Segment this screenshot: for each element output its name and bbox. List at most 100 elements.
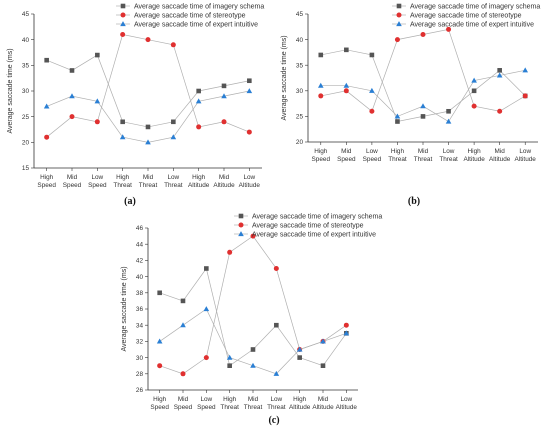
y-tick-label: 26: [136, 387, 144, 394]
triangle-marker: [145, 139, 151, 145]
legend-label: Average saccade time of stereotype: [410, 12, 522, 19]
x-tick-label: Threat: [414, 156, 433, 163]
y-axis-label: Average saccade time (ms): [7, 48, 14, 133]
chart-c: 2628303234363840424446HighSpeedMidSpeedL…: [121, 213, 382, 426]
triangle-marker: [496, 72, 503, 78]
x-tick-label: Altitude: [289, 404, 311, 411]
y-tick-label: 30: [296, 88, 304, 95]
square-marker: [420, 114, 426, 119]
triangle-marker: [120, 21, 126, 27]
legend-label: Average saccade time of imagery schema: [252, 213, 382, 220]
x-tick-label: Altitude: [213, 182, 235, 189]
triangle-marker: [343, 82, 350, 88]
circle-marker: [343, 322, 349, 328]
triangle-marker: [296, 346, 303, 352]
series-line: [46, 34, 250, 138]
x-tick-label: Low: [200, 396, 212, 403]
x-tick-label: Mid: [495, 148, 506, 155]
triangle-marker: [445, 118, 452, 124]
y-tick-label: 35: [22, 63, 30, 70]
panel-label: (b): [408, 196, 420, 207]
legend-label: Average saccade time of stereotype: [252, 222, 364, 229]
x-tick-label: Speed: [312, 156, 331, 163]
y-tick-label: 20: [22, 140, 30, 147]
triangle-marker: [250, 362, 256, 368]
circle-marker: [471, 103, 477, 109]
circle-marker: [522, 93, 528, 99]
circle-marker: [343, 88, 349, 94]
y-tick-label: 42: [136, 258, 144, 265]
square-marker: [274, 322, 279, 328]
y-tick-label: 30: [136, 355, 144, 362]
x-tick-label: Altitude: [515, 156, 537, 163]
y-tick-label: 20: [296, 139, 304, 146]
square-marker: [446, 108, 451, 114]
triangle-marker: [94, 98, 101, 104]
x-tick-label: High: [314, 148, 328, 155]
x-tick-label: Speed: [197, 404, 216, 411]
square-marker: [120, 119, 125, 125]
square-marker: [227, 363, 232, 368]
circle-marker: [120, 12, 126, 18]
x-tick-label: Threat: [113, 182, 132, 189]
square-marker: [171, 119, 176, 125]
triangle-marker: [195, 98, 202, 104]
x-tick-label: Threat: [164, 182, 183, 189]
triangle-marker: [170, 134, 177, 140]
x-tick-label: Altitude: [463, 156, 485, 163]
x-tick-label: Altitude: [188, 182, 210, 189]
square-marker: [238, 213, 244, 219]
circle-marker: [246, 129, 252, 135]
x-tick-label: High: [40, 174, 54, 181]
x-tick-label: Altitude: [489, 156, 511, 163]
y-tick-label: 30: [22, 88, 30, 95]
y-tick-label: 35: [296, 62, 304, 69]
triangle-marker: [69, 93, 75, 99]
y-tick-label: 44: [136, 241, 144, 248]
y-tick-label: 46: [136, 225, 144, 232]
triangle-marker: [221, 93, 227, 99]
triangle-marker: [156, 338, 163, 344]
x-tick-label: Low: [270, 396, 282, 403]
y-tick-label: 25: [22, 114, 30, 121]
circle-marker: [273, 266, 279, 271]
square-marker: [247, 78, 252, 84]
y-tick-label: 40: [296, 37, 304, 44]
panel-label: (c): [268, 415, 279, 426]
y-tick-label: 45: [296, 11, 304, 18]
square-marker: [344, 47, 349, 53]
circle-marker: [497, 108, 503, 114]
square-marker: [320, 363, 326, 368]
triangle-marker: [226, 354, 233, 360]
square-marker: [204, 266, 209, 271]
square-marker: [395, 119, 400, 124]
circle-marker: [420, 31, 426, 37]
triangle-marker: [119, 134, 126, 140]
series-line: [46, 90, 250, 143]
square-marker: [157, 290, 162, 296]
chart-b: 202530354045HighSpeedMidSpeedLowSpeedHig…: [281, 3, 540, 207]
y-tick-label: 25: [296, 114, 304, 121]
x-tick-label: Speed: [337, 156, 356, 163]
circle-marker: [196, 124, 202, 130]
circle-marker: [394, 37, 400, 43]
circle-marker: [145, 37, 151, 43]
y-tick-label: 40: [136, 274, 144, 281]
x-tick-label: High: [153, 396, 167, 403]
y-tick-label: 32: [136, 339, 144, 346]
x-tick-label: Low: [167, 174, 179, 181]
x-tick-label: High: [468, 148, 482, 155]
circle-marker: [180, 371, 186, 377]
x-tick-label: Low: [443, 148, 455, 155]
y-axis-label: Average saccade time (ms): [121, 266, 128, 351]
triangle-marker: [317, 82, 324, 88]
y-tick-label: 15: [22, 165, 30, 172]
x-tick-label: Mid: [178, 396, 189, 403]
x-tick-label: Threat: [267, 404, 286, 411]
triangle-marker: [203, 306, 210, 312]
circle-marker: [318, 93, 324, 99]
legend-label: Average saccade time of imagery schema: [410, 3, 540, 10]
x-tick-label: Low: [366, 148, 378, 155]
circle-marker: [221, 119, 227, 125]
x-tick-label: Speed: [174, 404, 193, 411]
